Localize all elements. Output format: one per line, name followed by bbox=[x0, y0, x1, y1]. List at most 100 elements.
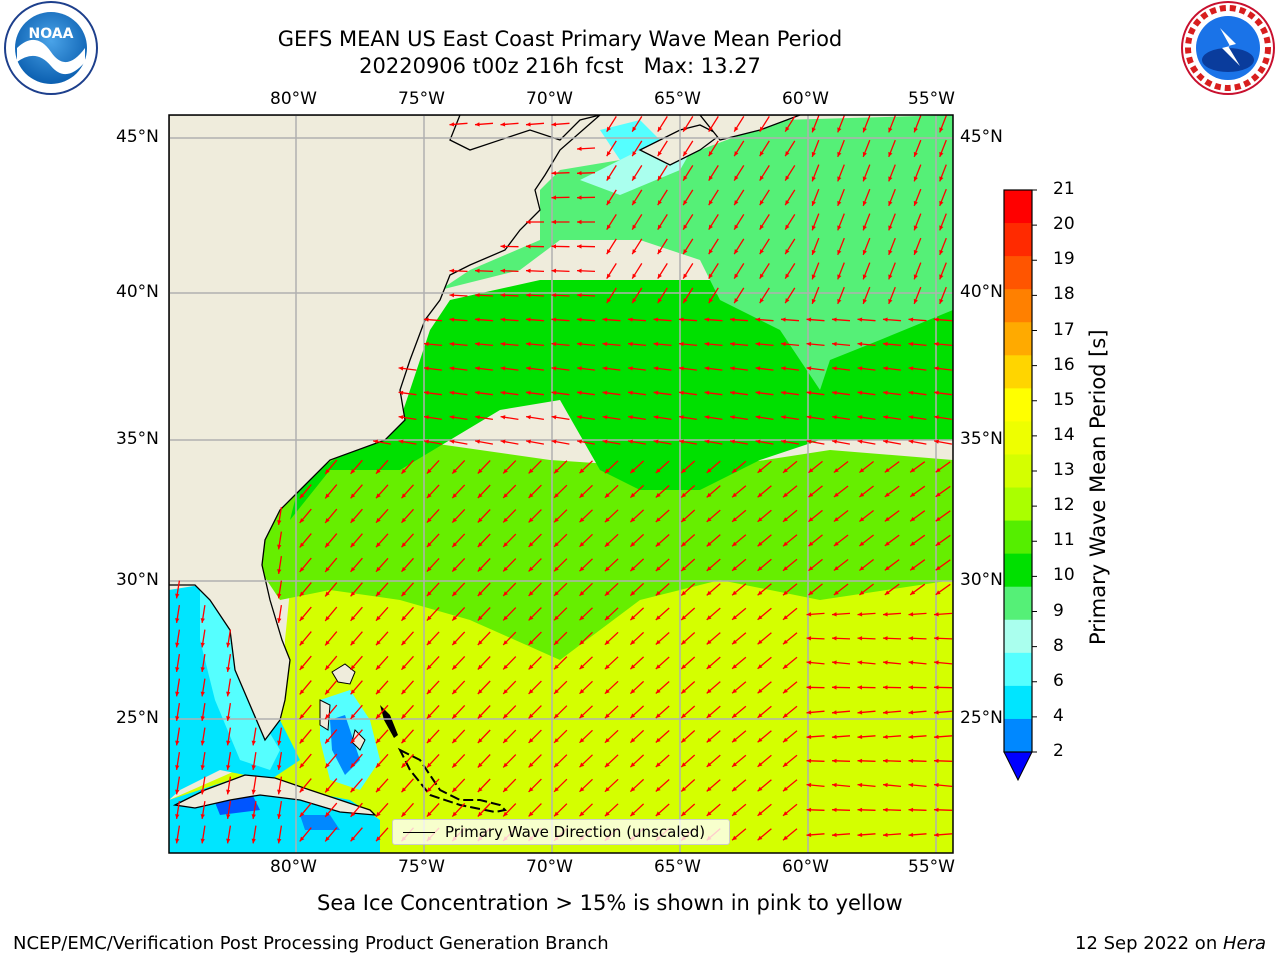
wave-direction-arrowhead bbox=[832, 341, 837, 347]
wave-direction-arrowhead bbox=[251, 740, 256, 746]
wave-direction-arrowhead bbox=[251, 814, 256, 819]
wave-direction-arrowhead bbox=[706, 590, 712, 596]
wave-direction-arrowhead bbox=[551, 390, 557, 395]
wave-direction-arrowhead bbox=[934, 341, 939, 347]
wave-direction-arrowhead bbox=[704, 317, 710, 322]
wave-direction-arrowhead bbox=[630, 590, 636, 596]
wave-direction-arrowhead bbox=[579, 640, 585, 645]
wave-direction-arrowhead bbox=[350, 616, 356, 621]
wave-direction-arrowhead bbox=[857, 685, 862, 690]
wave-direction-arrowhead bbox=[554, 811, 559, 817]
wave-direction-arrowhead bbox=[503, 762, 508, 768]
wave-direction-arrowhead bbox=[759, 249, 764, 255]
wave-direction-arrowhead bbox=[554, 640, 559, 645]
wave-direction-arrowhead bbox=[299, 812, 305, 817]
wave-direction-arrowhead bbox=[500, 268, 506, 273]
wave-direction-arrowhead bbox=[832, 415, 837, 420]
wave-direction-arrowhead bbox=[628, 341, 633, 347]
wave-direction-arrows bbox=[175, 115, 953, 844]
wave-direction-arrowhead bbox=[500, 293, 506, 298]
wave-direction-arrowhead bbox=[579, 762, 585, 768]
wave-direction-arrowhead bbox=[200, 691, 205, 697]
wave-direction-arrowhead bbox=[630, 664, 636, 670]
wave-direction-arrowhead bbox=[503, 615, 508, 621]
wave-direction-arrowhead bbox=[704, 439, 710, 444]
wave-direction-arrowhead bbox=[759, 175, 764, 181]
colorbar-tick-label: 2 bbox=[1053, 741, 1064, 761]
wave-direction-arrowhead bbox=[477, 811, 483, 817]
wave-direction-arrowhead bbox=[503, 738, 508, 743]
wave-direction-arrowhead bbox=[783, 492, 788, 498]
colorbar-segment bbox=[1004, 256, 1032, 290]
wave-direction-arrowhead bbox=[781, 317, 786, 322]
wave-direction-arrowhead bbox=[452, 762, 457, 768]
wave-direction-arrowhead bbox=[708, 298, 713, 304]
wave-direction-arrowhead bbox=[175, 765, 180, 770]
wave-direction-arrowhead bbox=[604, 738, 610, 743]
wave-direction-arrowhead bbox=[683, 151, 688, 157]
wave-direction-arrowhead bbox=[449, 268, 455, 273]
title-line1: GEFS MEAN US East Coast Primary Wave Mea… bbox=[277, 27, 843, 51]
wave-direction-arrowhead bbox=[862, 151, 867, 157]
wave-direction-arrowhead bbox=[884, 566, 890, 571]
wave-direction-arrowhead bbox=[299, 689, 305, 695]
wave-direction-arrowhead bbox=[503, 542, 508, 547]
wave-direction-arrowhead bbox=[857, 710, 863, 715]
wave-direction-arrowhead bbox=[806, 636, 812, 641]
wave-direction-arrowhead bbox=[755, 341, 761, 347]
wave-direction-arrowhead bbox=[857, 758, 863, 763]
wave-direction-arrowhead bbox=[732, 492, 737, 498]
wave-direction-arrowhead bbox=[730, 317, 735, 322]
colorbar-tick-label: 20 bbox=[1053, 214, 1075, 235]
wave-direction-arrowhead bbox=[175, 691, 180, 697]
wave-direction-arrowhead bbox=[934, 758, 939, 763]
wave-direction-arrowhead bbox=[452, 640, 457, 646]
wave-direction-arrowhead bbox=[785, 249, 790, 255]
wave-direction-arrowhead bbox=[577, 317, 582, 322]
wave-direction-arrowhead bbox=[759, 298, 764, 304]
wave-direction-arrowhead bbox=[681, 786, 687, 792]
colorbar-segment bbox=[1004, 718, 1032, 753]
wave-direction-arrowhead bbox=[757, 835, 763, 841]
wave-direction-arrowhead bbox=[277, 765, 282, 770]
wave-direction-arrowhead bbox=[757, 688, 763, 694]
wave-direction-arrowhead bbox=[732, 811, 737, 816]
wave-direction-arrowhead bbox=[832, 782, 837, 788]
wave-direction-arrowhead bbox=[657, 151, 662, 157]
wave-direction-arrowhead bbox=[277, 520, 282, 525]
wave-direction-arrowhead bbox=[628, 390, 633, 395]
wave-direction-arrowhead bbox=[939, 127, 944, 133]
colorbar-tick-label: 4 bbox=[1053, 705, 1064, 726]
wave-direction-arrowhead bbox=[759, 151, 764, 157]
wave-direction-arrowhead bbox=[528, 811, 534, 817]
lon-label-top: 75°W bbox=[398, 89, 445, 109]
wave-direction-arrowhead bbox=[657, 224, 662, 230]
wave-direction-arrowhead bbox=[325, 518, 330, 523]
wave-direction-arrowhead bbox=[653, 390, 659, 395]
wave-direction-arrowhead bbox=[528, 615, 534, 621]
wave-direction-arrowhead bbox=[681, 664, 687, 669]
wave-direction-arrowhead bbox=[681, 590, 687, 596]
subtitle: Sea Ice Concentration > 15% is shown in … bbox=[317, 891, 903, 915]
wave-direction-arrowhead bbox=[376, 640, 381, 646]
wave-direction-arrowhead bbox=[604, 517, 610, 523]
wave-direction-arrowhead bbox=[401, 542, 407, 548]
wave-direction-arrowhead bbox=[934, 734, 939, 739]
wave-direction-arrowhead bbox=[806, 710, 812, 715]
wave-direction-arrowhead bbox=[452, 787, 457, 793]
wave-direction-arrowhead bbox=[806, 317, 812, 322]
wave-direction-arrowhead bbox=[653, 317, 659, 322]
wave-direction-arrowhead bbox=[526, 390, 531, 395]
wave-direction-arrowhead bbox=[475, 390, 480, 395]
wave-direction-arrowhead bbox=[908, 832, 914, 837]
wave-direction-arrowhead bbox=[785, 200, 790, 206]
wave-direction-arrowhead bbox=[908, 758, 914, 763]
wave-direction-arrowhead bbox=[528, 566, 534, 572]
wave-direction-arrowhead bbox=[579, 811, 585, 817]
wave-direction-arrowhead bbox=[808, 517, 814, 522]
wave-direction-arrowhead bbox=[551, 366, 557, 371]
wave-direction-arrowhead bbox=[226, 740, 231, 746]
wave-direction-arrowhead bbox=[579, 713, 585, 719]
wave-direction-arrowhead bbox=[350, 567, 356, 572]
wave-direction-arrowhead bbox=[704, 341, 710, 347]
